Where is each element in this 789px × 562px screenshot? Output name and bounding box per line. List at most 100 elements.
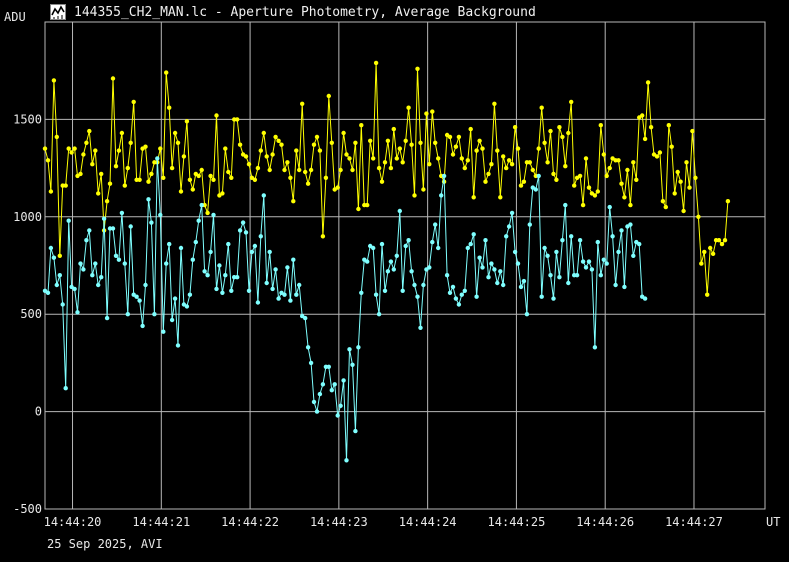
data-point (557, 275, 562, 280)
data-point (424, 111, 429, 116)
data-point (51, 255, 57, 260)
data-point (326, 93, 331, 99)
data-point (530, 167, 535, 173)
y-axis-label: ADU (4, 10, 26, 24)
data-point (459, 156, 464, 161)
data-point (506, 158, 512, 163)
data-point (722, 238, 728, 243)
data-point (708, 245, 713, 251)
data-point (577, 238, 583, 243)
data-point (628, 202, 633, 208)
data-point (291, 199, 296, 204)
data-point (625, 167, 630, 173)
data-point (560, 238, 565, 243)
data-point (143, 282, 148, 288)
data-point (202, 269, 207, 274)
data-point (305, 181, 311, 186)
data-point (249, 249, 255, 255)
data-point (99, 171, 104, 177)
data-point (63, 386, 68, 391)
data-point (291, 257, 296, 262)
data-point (412, 193, 417, 198)
data-point (178, 189, 184, 194)
data-point (288, 298, 293, 303)
data-point (498, 269, 503, 274)
data-point (586, 185, 592, 190)
data-point (131, 99, 136, 105)
data-point (72, 286, 77, 292)
y-tick-label: 1000 (13, 210, 42, 224)
data-point (642, 136, 648, 142)
data-point (427, 265, 432, 270)
title-bar: 144355_CH2_MAN.lc - Aperture Photometry,… (50, 3, 536, 21)
data-point (678, 179, 683, 184)
data-point (267, 249, 272, 255)
data-point (684, 160, 689, 165)
data-point (193, 239, 198, 245)
data-point (308, 167, 314, 173)
data-point (45, 158, 51, 163)
data-point (196, 173, 201, 179)
data-point (436, 156, 441, 161)
data-point (57, 273, 62, 278)
data-point (54, 282, 59, 288)
data-point (675, 169, 680, 175)
data-point (326, 364, 331, 369)
data-point (152, 312, 157, 317)
data-point (158, 146, 163, 151)
data-point (69, 150, 74, 155)
x-tick-label: 14:44:22 (221, 515, 279, 529)
data-point (54, 134, 59, 140)
data-point (252, 243, 258, 249)
data-point (314, 134, 320, 140)
data-point (489, 261, 494, 266)
data-point (619, 228, 624, 233)
data-point (524, 312, 530, 317)
footer-date: 25 Sep 2025, AVI (47, 537, 163, 551)
data-point (430, 239, 435, 245)
data-point (320, 234, 326, 239)
data-point (258, 234, 263, 239)
data-point (347, 156, 352, 161)
data-point (580, 202, 586, 208)
data-point (350, 167, 355, 173)
data-point (622, 284, 627, 290)
data-point (616, 249, 621, 255)
data-point (300, 101, 305, 107)
data-point (199, 202, 204, 208)
data-point (48, 189, 54, 194)
x-tick-label: 14:44:25 (488, 515, 546, 529)
data-point (323, 175, 329, 180)
x-tick-label: 14:44:26 (576, 515, 634, 529)
data-point (214, 286, 219, 292)
data-point (382, 288, 388, 293)
data-point (344, 458, 349, 463)
data-point (376, 312, 382, 317)
data-point (512, 249, 518, 255)
data-point (294, 292, 299, 297)
data-point (371, 156, 376, 161)
data-point (320, 382, 326, 387)
data-point (495, 280, 500, 286)
data-point (51, 78, 57, 83)
data-point (666, 123, 671, 128)
data-point (240, 220, 246, 225)
data-point (264, 154, 269, 159)
data-point (557, 125, 562, 130)
data-point (441, 173, 447, 179)
data-point (246, 162, 252, 167)
data-point (122, 183, 128, 188)
data-point (610, 234, 615, 239)
data-point (119, 130, 125, 136)
data-point (317, 148, 323, 153)
data-point (450, 152, 456, 157)
x-tick-label: 14:44:21 (132, 515, 190, 529)
window-title: 144355_CH2_MAN.lc - Aperture Photometry,… (74, 4, 536, 20)
data-point (282, 292, 287, 297)
data-point (341, 378, 346, 383)
data-point (471, 195, 476, 200)
data-point (456, 302, 462, 307)
data-point (574, 273, 580, 278)
data-point (223, 146, 228, 151)
data-point (569, 234, 574, 239)
